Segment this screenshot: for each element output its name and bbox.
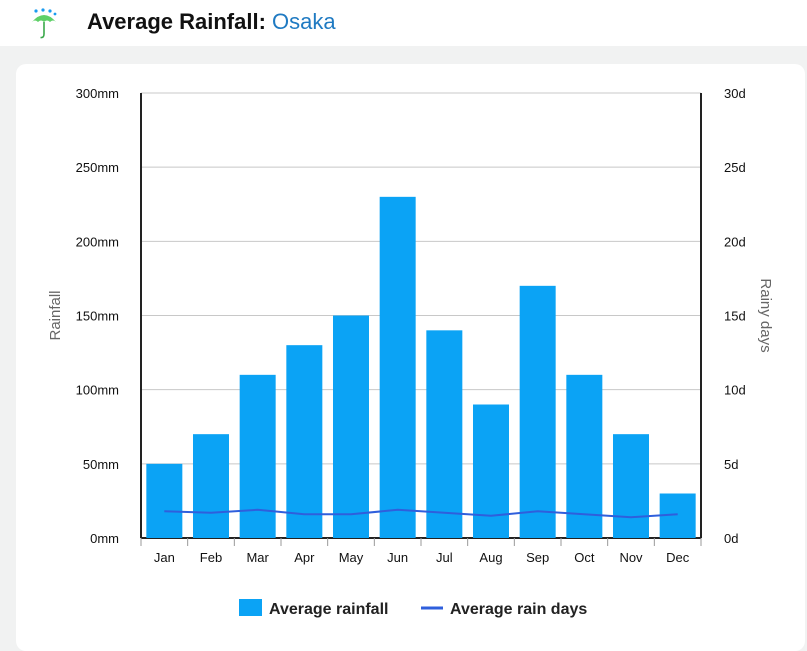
y-tick-label: 50mm: [83, 457, 119, 472]
bar-jul: [426, 330, 463, 538]
rainfall-chart: 0mm 0d 50mm 5d 100mm 10d 150mm 15d 200mm 20d 250mm…: [47, 86, 774, 618]
bar-jan: [146, 463, 183, 538]
bar-apr: [286, 345, 323, 538]
y-right-axis-title: Rainy days: [757, 278, 774, 352]
bar-oct: [566, 374, 603, 538]
x-tick-label: Jan: [154, 550, 175, 565]
umbrella-rain-icon: [32, 8, 57, 39]
x-tick-label: Aug: [479, 550, 502, 565]
x-tick-label: May: [339, 550, 364, 565]
y-right-tick-label: 10d: [724, 383, 746, 398]
y-right-tick-label: 5d: [724, 457, 738, 472]
x-tick-label: Jun: [387, 550, 408, 565]
bar-aug: [473, 404, 509, 538]
x-tick-label: Apr: [294, 550, 315, 565]
y-tick-label: 200mm: [76, 234, 119, 249]
y-tick-label: 0mm: [90, 531, 119, 546]
x-tick-label: Oct: [574, 550, 595, 565]
legend-label-rain-days: Average rain days: [450, 601, 587, 618]
y-tick-label: 100mm: [76, 383, 119, 398]
bar-nov: [613, 434, 649, 538]
bar-may: [333, 315, 369, 538]
x-tick-label: Sep: [526, 550, 549, 565]
x-tick-label: Mar: [246, 550, 269, 565]
bar-sep: [519, 285, 556, 538]
title-prefix: Average Rainfall:: [87, 9, 266, 34]
bar-jun: [379, 196, 416, 539]
title-city: Osaka: [272, 9, 336, 34]
bar-feb: [193, 434, 229, 538]
x-tick-label: Dec: [666, 550, 690, 565]
y-tick-label: 150mm: [76, 309, 119, 324]
y-right-tick-label: 15d: [724, 309, 746, 324]
x-tick-label: Feb: [200, 550, 222, 565]
bar-mar: [239, 374, 276, 538]
page-title: Average Rainfall: Osaka: [87, 9, 336, 35]
y-right-tick-label: 20d: [724, 234, 746, 249]
x-tick-label: Nov: [619, 550, 643, 565]
y-tick-label: 250mm: [76, 160, 119, 175]
y-right-tick-label: 30d: [724, 86, 746, 101]
header-bar: Average Rainfall: Osaka: [0, 0, 807, 46]
y-right-tick-label: 0d: [724, 531, 738, 546]
legend-label-rainfall: Average rainfall: [269, 601, 388, 618]
y-tick-label: 300mm: [76, 86, 119, 101]
y-right-tick-label: 25d: [724, 160, 746, 175]
rain-days-line: [164, 508, 678, 519]
y-axis-title: Rainfall: [47, 290, 64, 340]
x-tick-label: Jul: [436, 550, 453, 565]
legend-swatch-rainfall: [239, 599, 262, 616]
chart-card: 0mm 0d 50mm 5d 100mm 10d 150mm 15d 200mm 20d 250mm…: [16, 64, 805, 651]
